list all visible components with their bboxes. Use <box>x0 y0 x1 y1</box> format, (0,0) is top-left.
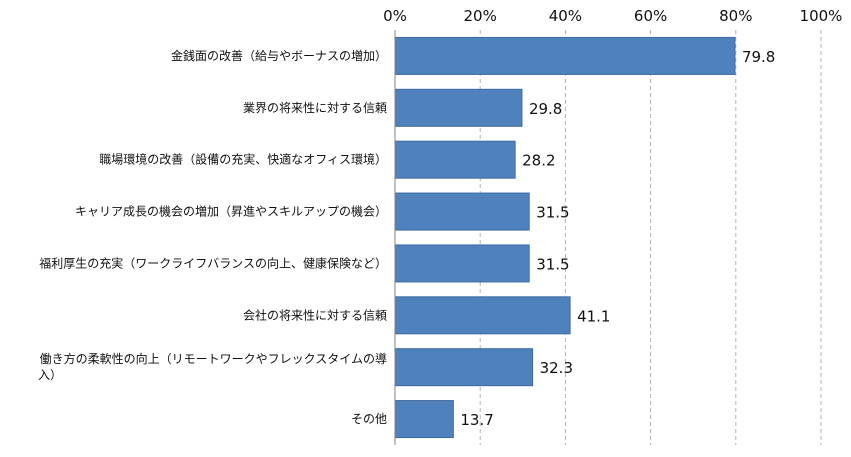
x-tick-label: 20% <box>464 7 497 25</box>
value-labels: 79.8 29.8 28.2 31.5 31.5 41.1 32.3 13.7 <box>460 48 775 429</box>
x-tick-label: 0% <box>383 7 407 25</box>
category-label: 入） <box>38 368 62 382</box>
bar <box>394 400 454 439</box>
category-labels: 金銭面の改善（給与やボーナスの増加） 業界の将来性に対する信頼職場環境の改善（設備… <box>38 48 387 426</box>
category-label: 業界の将来性に対する信頼 <box>243 101 387 115</box>
bar <box>394 140 516 179</box>
bar <box>394 348 534 387</box>
x-tick-label: 100% <box>800 7 843 25</box>
bar <box>394 192 530 231</box>
category-label: その他 <box>351 412 387 426</box>
bar <box>394 36 736 75</box>
x-tick-label: 40% <box>549 7 582 25</box>
x-tick-label: 80% <box>719 7 752 25</box>
category-label: 職場環境の改善（設備の充実、快適なオフィス環境） <box>99 152 387 167</box>
bars <box>394 36 736 439</box>
data-label: 31.5 <box>536 204 569 222</box>
x-axis-ticks: 0% 20% 40% 60% 80% 100% <box>383 7 842 25</box>
data-label: 13.7 <box>460 411 493 429</box>
bar <box>394 296 571 335</box>
category-label: キャリア成長の機会の増加（昇進やスキルアップの機会） <box>75 204 387 219</box>
category-label: 金銭面の改善（給与やボーナスの増加） <box>171 48 387 63</box>
bar <box>394 88 523 127</box>
category-label: 福利厚生の充実（ワークライフバランスの向上、健康保険など） <box>39 255 387 270</box>
data-label: 41.1 <box>577 307 610 325</box>
bar <box>394 244 530 283</box>
data-label: 79.8 <box>742 48 775 66</box>
data-label: 29.8 <box>529 100 562 118</box>
data-label: 32.3 <box>540 359 573 377</box>
category-label: 会社の将来性に対する信頼 <box>243 307 387 322</box>
x-tick-label: 60% <box>634 7 667 25</box>
data-label: 28.2 <box>522 152 555 170</box>
data-label: 31.5 <box>536 255 569 273</box>
category-label: 働き方の柔軟性の向上（リモートワークやフレックスタイムの導 <box>40 351 387 366</box>
